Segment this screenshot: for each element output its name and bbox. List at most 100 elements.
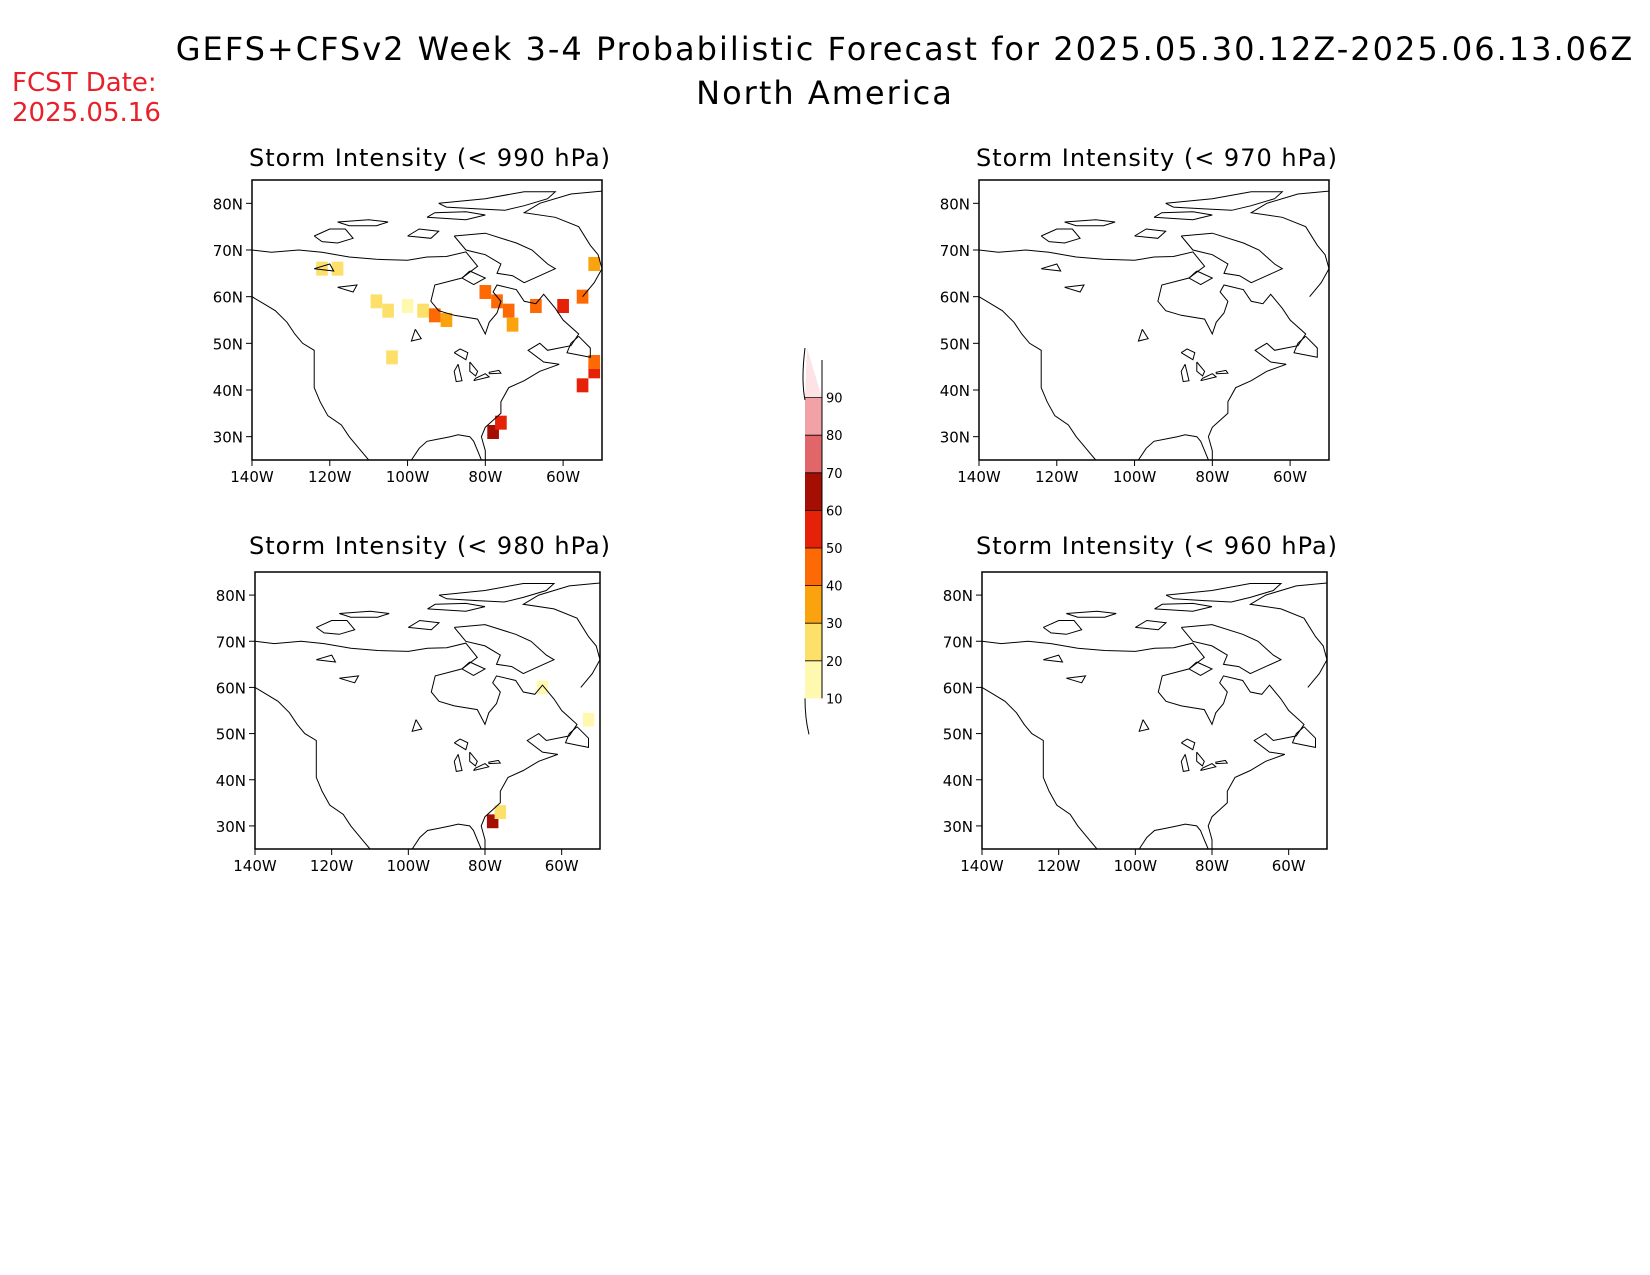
lon-tick-label: 140W: [233, 857, 277, 875]
coastline: [522, 190, 602, 298]
coastline: [454, 738, 469, 751]
colorbar-label: 20: [826, 655, 843, 670]
coastline: [1215, 759, 1229, 765]
lat-tick-label: 80N: [943, 587, 973, 605]
coastline: [1064, 219, 1116, 227]
colorbar-label: 90: [826, 392, 843, 407]
colorbar-label: 10: [826, 692, 843, 707]
probability-cell: [494, 805, 507, 819]
lat-tick-label: 30N: [943, 818, 973, 836]
map-990: 140W 120W 100W 80W 60W 80N 70N 60N 50N 40N 30N: [213, 179, 603, 486]
probability-cell: [479, 285, 492, 299]
lat-tick-label: 30N: [216, 818, 246, 836]
coastline: [314, 263, 335, 272]
probability-cell: [428, 308, 441, 323]
coastline: [1154, 602, 1213, 612]
lat-tick-label: 70N: [216, 633, 246, 651]
map-970: 140W 120W 100W 80W 60W 80N 70N 60N 50N 40N 30N: [940, 179, 1330, 486]
coastline: [411, 719, 423, 732]
colorbar-label: 80: [826, 429, 843, 444]
coastline: [410, 329, 422, 342]
lat-tick-label: 60N: [943, 679, 973, 697]
colorbar-segment: [805, 623, 822, 661]
lat-tick-label: 50N: [943, 726, 973, 744]
colorbar-segment: [805, 585, 822, 624]
coastline: [1066, 675, 1087, 684]
panel-title: Storm Intensity (< 960 hPa): [975, 532, 1339, 560]
coastline: [337, 284, 358, 293]
probability-cell: [582, 712, 595, 727]
panel-title: Storm Intensity (< 980 hPa): [248, 532, 612, 560]
probability-cell: [506, 317, 519, 332]
lat-tick-label: 50N: [213, 335, 243, 353]
lon-tick-label: 100W: [1114, 857, 1158, 875]
coastline: [411, 823, 482, 849]
fcst-date-label: FCST Date:: [12, 68, 157, 98]
coastline: [1188, 661, 1214, 676]
probability-cell: [530, 299, 542, 313]
coastline: [339, 675, 360, 684]
map-frame: [254, 571, 601, 850]
coastline: [316, 620, 356, 635]
coastlines: [979, 190, 1329, 460]
figure-title-line: GEFS+CFSv2 Week 3-4 Probabilistic Foreca…: [175, 30, 1635, 68]
coastline: [1064, 284, 1085, 293]
coastline: [1180, 754, 1190, 772]
coastline: [564, 726, 589, 749]
lon-tick-label: 60W: [545, 857, 579, 875]
lat-tick-label: 50N: [216, 726, 246, 744]
coastline: [1138, 823, 1209, 849]
lat-tick-label: 60N: [216, 679, 246, 697]
probability-cell: [487, 425, 499, 439]
coastline: [408, 619, 441, 631]
coastline: [1043, 620, 1083, 635]
coastline: [410, 434, 482, 460]
lat-tick-label: 80N: [940, 195, 970, 213]
coastline: [1188, 270, 1214, 286]
coastline: [453, 364, 463, 383]
lat-tick-label: 50N: [940, 335, 970, 353]
lat-tick-label: 40N: [940, 382, 970, 400]
probability-cell: [491, 294, 503, 309]
lon-tick-label: 100W: [387, 857, 431, 875]
coastline: [488, 759, 502, 765]
fcst-date-block: FCST Date: 2025.05.16: [12, 68, 161, 128]
probability-cell: [331, 261, 344, 276]
coastline: [1196, 751, 1205, 767]
coastline: [979, 296, 1097, 460]
probability-cell: [588, 364, 601, 379]
lat-tick-label: 40N: [216, 772, 246, 790]
panel-title: Storm Intensity (< 970 hPa): [975, 144, 1339, 172]
map-frame: [981, 571, 1328, 850]
coastlines: [255, 582, 600, 849]
map-panel-990: Storm Intensity (< 990 hPa) 140W 120W 100W…: [200, 140, 650, 520]
coastline: [453, 348, 469, 361]
colorbar-edge: [802, 347, 806, 401]
lat-tick-label: 80N: [216, 587, 246, 605]
lon-tick-label: 120W: [310, 857, 354, 875]
lon-tick-label: 120W: [1035, 468, 1079, 486]
coastline: [1200, 763, 1217, 771]
map-panel-980: Storm Intensity (< 980 hPa) 140W 120W 100W…: [200, 532, 650, 940]
lat-tick-label: 40N: [943, 772, 973, 790]
colorbar-segment: [805, 660, 822, 699]
coastline: [339, 610, 390, 618]
coastline: [1180, 232, 1284, 284]
lat-tick-label: 60N: [940, 289, 970, 307]
figure-title: GEFS+CFSv2 Week 3-4 Probabilistic Foreca…: [0, 30, 1650, 112]
colorbar-label: 60: [826, 504, 843, 519]
lon-tick-label: 80W: [1195, 468, 1229, 486]
lon-tick-label: 140W: [230, 468, 274, 486]
lon-tick-label: 80W: [468, 468, 502, 486]
lon-tick-label: 120W: [308, 468, 352, 486]
map-panel-970: Storm Intensity (< 970 hPa) 140W 120W 100W…: [927, 140, 1377, 520]
colorbar: 10 20 30 40 50 60 70 80 90: [802, 347, 843, 735]
lon-tick-label: 140W: [957, 468, 1001, 486]
coastline: [1180, 348, 1196, 361]
lat-tick-label: 70N: [943, 633, 973, 651]
lon-tick-label: 60W: [546, 468, 580, 486]
probability-cell: [382, 303, 394, 318]
colorbar-segment: [805, 435, 822, 473]
map-frame: [978, 179, 1330, 461]
probability-cell: [502, 303, 515, 318]
